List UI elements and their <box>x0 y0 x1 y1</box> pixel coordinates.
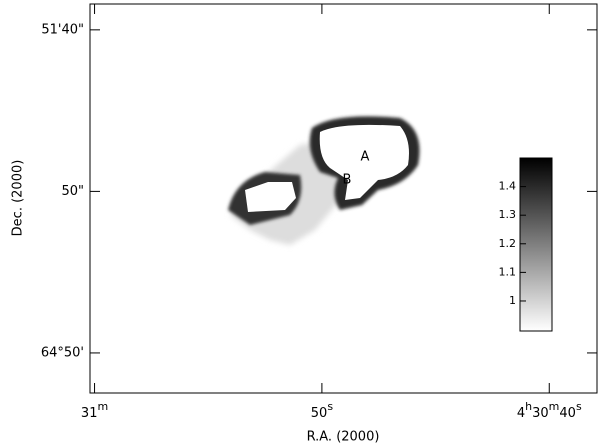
y-tick-label: 50" <box>61 184 84 199</box>
image <box>228 116 420 245</box>
colorbar-tick-label: 1.2 <box>499 237 517 250</box>
y-tick-label: 64°50' <box>41 345 84 360</box>
chart: R.A. (2000) Dec. (2000) 31m 50s 4h30m40s 51… <box>0 0 600 448</box>
annotation: A <box>361 150 370 165</box>
x-tick-label: 4h30m40s <box>517 400 582 421</box>
annotation: B <box>343 173 352 188</box>
y-axis-label: Dec. (2000) <box>11 160 26 237</box>
colorbar-tick-label: 1.1 <box>499 265 517 278</box>
colorbar-tick-label: 1 <box>509 294 516 307</box>
colorbar <box>520 158 552 331</box>
y-tick-label: 51'40" <box>41 22 84 37</box>
colorbar-tick-label: 1.3 <box>499 208 517 221</box>
colorbar-tick-label: 1.4 <box>499 180 517 193</box>
x-tick-label: 50s <box>311 400 334 421</box>
x-axis-label: R.A. (2000) <box>307 430 380 445</box>
x-tick-label: 31m <box>81 400 108 421</box>
